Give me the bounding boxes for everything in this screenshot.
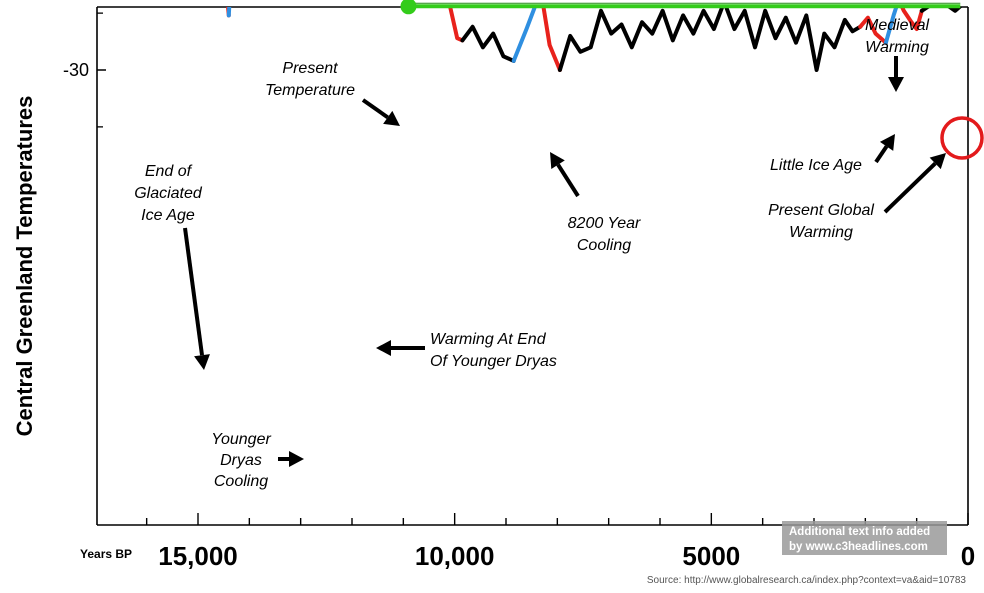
series-line [858,15,888,45]
annotation-line: Glaciated [134,185,203,202]
x-axis-unit-label: Years BP [80,547,132,561]
credit-line: Additional text info added [789,526,930,538]
series-line [448,7,465,43]
source-note: Source: http://www.globalresearch.ca/ind… [647,575,967,586]
annotation-line: Younger [211,431,271,448]
annotation-line: 8200 Year [568,215,641,232]
annotation-line: Warming [789,224,853,241]
annotation-little-ice-age: Little Ice Age [770,157,862,174]
x-tick-label: 10,000 [415,541,495,571]
series-line [883,7,899,45]
annotation-line: Warming At End [430,331,547,348]
arrow-8200-cooling [550,152,580,198]
arrow-head [929,153,946,170]
series-line [557,7,863,72]
annotation-line: Little Ice Age [770,157,862,174]
arrow-medieval-warming [888,56,904,92]
arrow-head [383,110,400,126]
annotation-line: Of Younger Dryas [430,353,557,370]
annotation-line: Present [282,60,338,77]
arrow-head [879,134,895,151]
arrow-present-global-warming [883,153,946,214]
overlay-layer [183,0,984,467]
arrow-shaft [556,163,580,198]
arrow-present-temperature [361,98,400,126]
annotation-end-of-glaciated-ice-age: End of Glaciated Ice Age [134,163,203,224]
series-line [541,7,562,72]
annotation-line: End of [145,163,193,180]
arrow-head [194,354,210,370]
arrow-shaft [361,98,389,120]
annotation-line: Ice Age [141,207,195,224]
series-layer [226,7,963,72]
annotation-warming-end-younger-dryas: Warming At End Of Younger Dryas [430,331,557,370]
arrow-little-ice-age [874,134,895,164]
annotation-line: Warming [865,39,929,56]
arrow-shaft [183,227,204,356]
present-highlight-circle [940,116,984,160]
annotation-present-temperature: Present Temperature [265,60,355,99]
arrow-shaft [874,145,889,164]
x-tick-label: 5000 [682,541,740,571]
annotation-medieval-warming: Medieval Warming [865,17,929,56]
arrow-head [376,340,391,356]
series-line [511,7,537,63]
x-tick-label: 0 [961,541,975,571]
annotation-younger-dryas-cooling: Younger Dryas Cooling [211,431,271,490]
present-temperature-marker [400,0,417,15]
annotation-line: Cooling [214,473,268,490]
arrow-head [888,77,904,92]
arrow-head [550,152,565,169]
arrow-end-of-ice-age [183,227,210,370]
annotation-line: Present Global [768,202,874,219]
series-line [460,24,516,63]
series-group [226,7,963,72]
annotation-present-global-warming: Present Global Warming [768,202,874,241]
credit-line: by www.c3headlines.com [789,541,928,553]
arrow-warming-younger-dryas [376,340,425,356]
y-tick-label: -30 [63,60,89,80]
arrow-head [289,451,304,467]
arrow-younger-dryas [278,451,304,467]
annotation-line: Cooling [577,237,631,254]
annotation-line: Dryas [220,452,262,469]
x-tick-label: 15,000 [158,541,238,571]
arrow-shaft [883,161,937,214]
credit-box [782,521,947,555]
series-line [919,7,963,13]
y-axis-label: Central Greenland Temperatures [12,96,37,437]
annotation-8200-year-cooling: 8200 Year Cooling [568,215,641,254]
text-layer: End of Glaciated Ice Age Younger Dryas Coolin… [134,17,966,586]
annotation-line: Medieval [865,17,929,34]
annotation-line: Temperature [265,82,355,99]
